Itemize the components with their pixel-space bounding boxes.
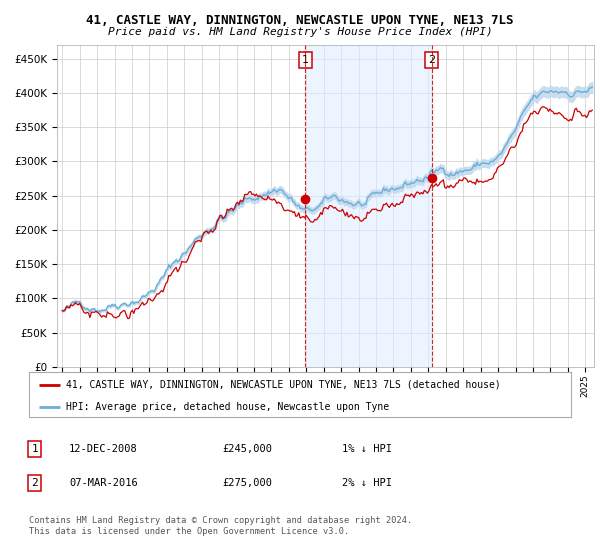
Text: 2% ↓ HPI: 2% ↓ HPI — [342, 478, 392, 488]
Text: £245,000: £245,000 — [222, 444, 272, 454]
Text: Contains HM Land Registry data © Crown copyright and database right 2024.
This d: Contains HM Land Registry data © Crown c… — [29, 516, 412, 536]
Text: HPI: Average price, detached house, Newcastle upon Tyne: HPI: Average price, detached house, Newc… — [65, 402, 389, 412]
Text: 41, CASTLE WAY, DINNINGTON, NEWCASTLE UPON TYNE, NE13 7LS (detached house): 41, CASTLE WAY, DINNINGTON, NEWCASTLE UP… — [65, 380, 500, 390]
Text: 1% ↓ HPI: 1% ↓ HPI — [342, 444, 392, 454]
Text: 12-DEC-2008: 12-DEC-2008 — [69, 444, 138, 454]
Text: Price paid vs. HM Land Registry's House Price Index (HPI): Price paid vs. HM Land Registry's House … — [107, 27, 493, 37]
Text: 2: 2 — [31, 478, 38, 488]
Text: 2: 2 — [428, 55, 435, 65]
Bar — [305, 45, 431, 367]
Text: 1: 1 — [302, 55, 309, 65]
Text: 41, CASTLE WAY, DINNINGTON, NEWCASTLE UPON TYNE, NE13 7LS: 41, CASTLE WAY, DINNINGTON, NEWCASTLE UP… — [86, 14, 514, 27]
Text: 07-MAR-2016: 07-MAR-2016 — [69, 478, 138, 488]
Text: 1: 1 — [31, 444, 38, 454]
Text: £275,000: £275,000 — [222, 478, 272, 488]
